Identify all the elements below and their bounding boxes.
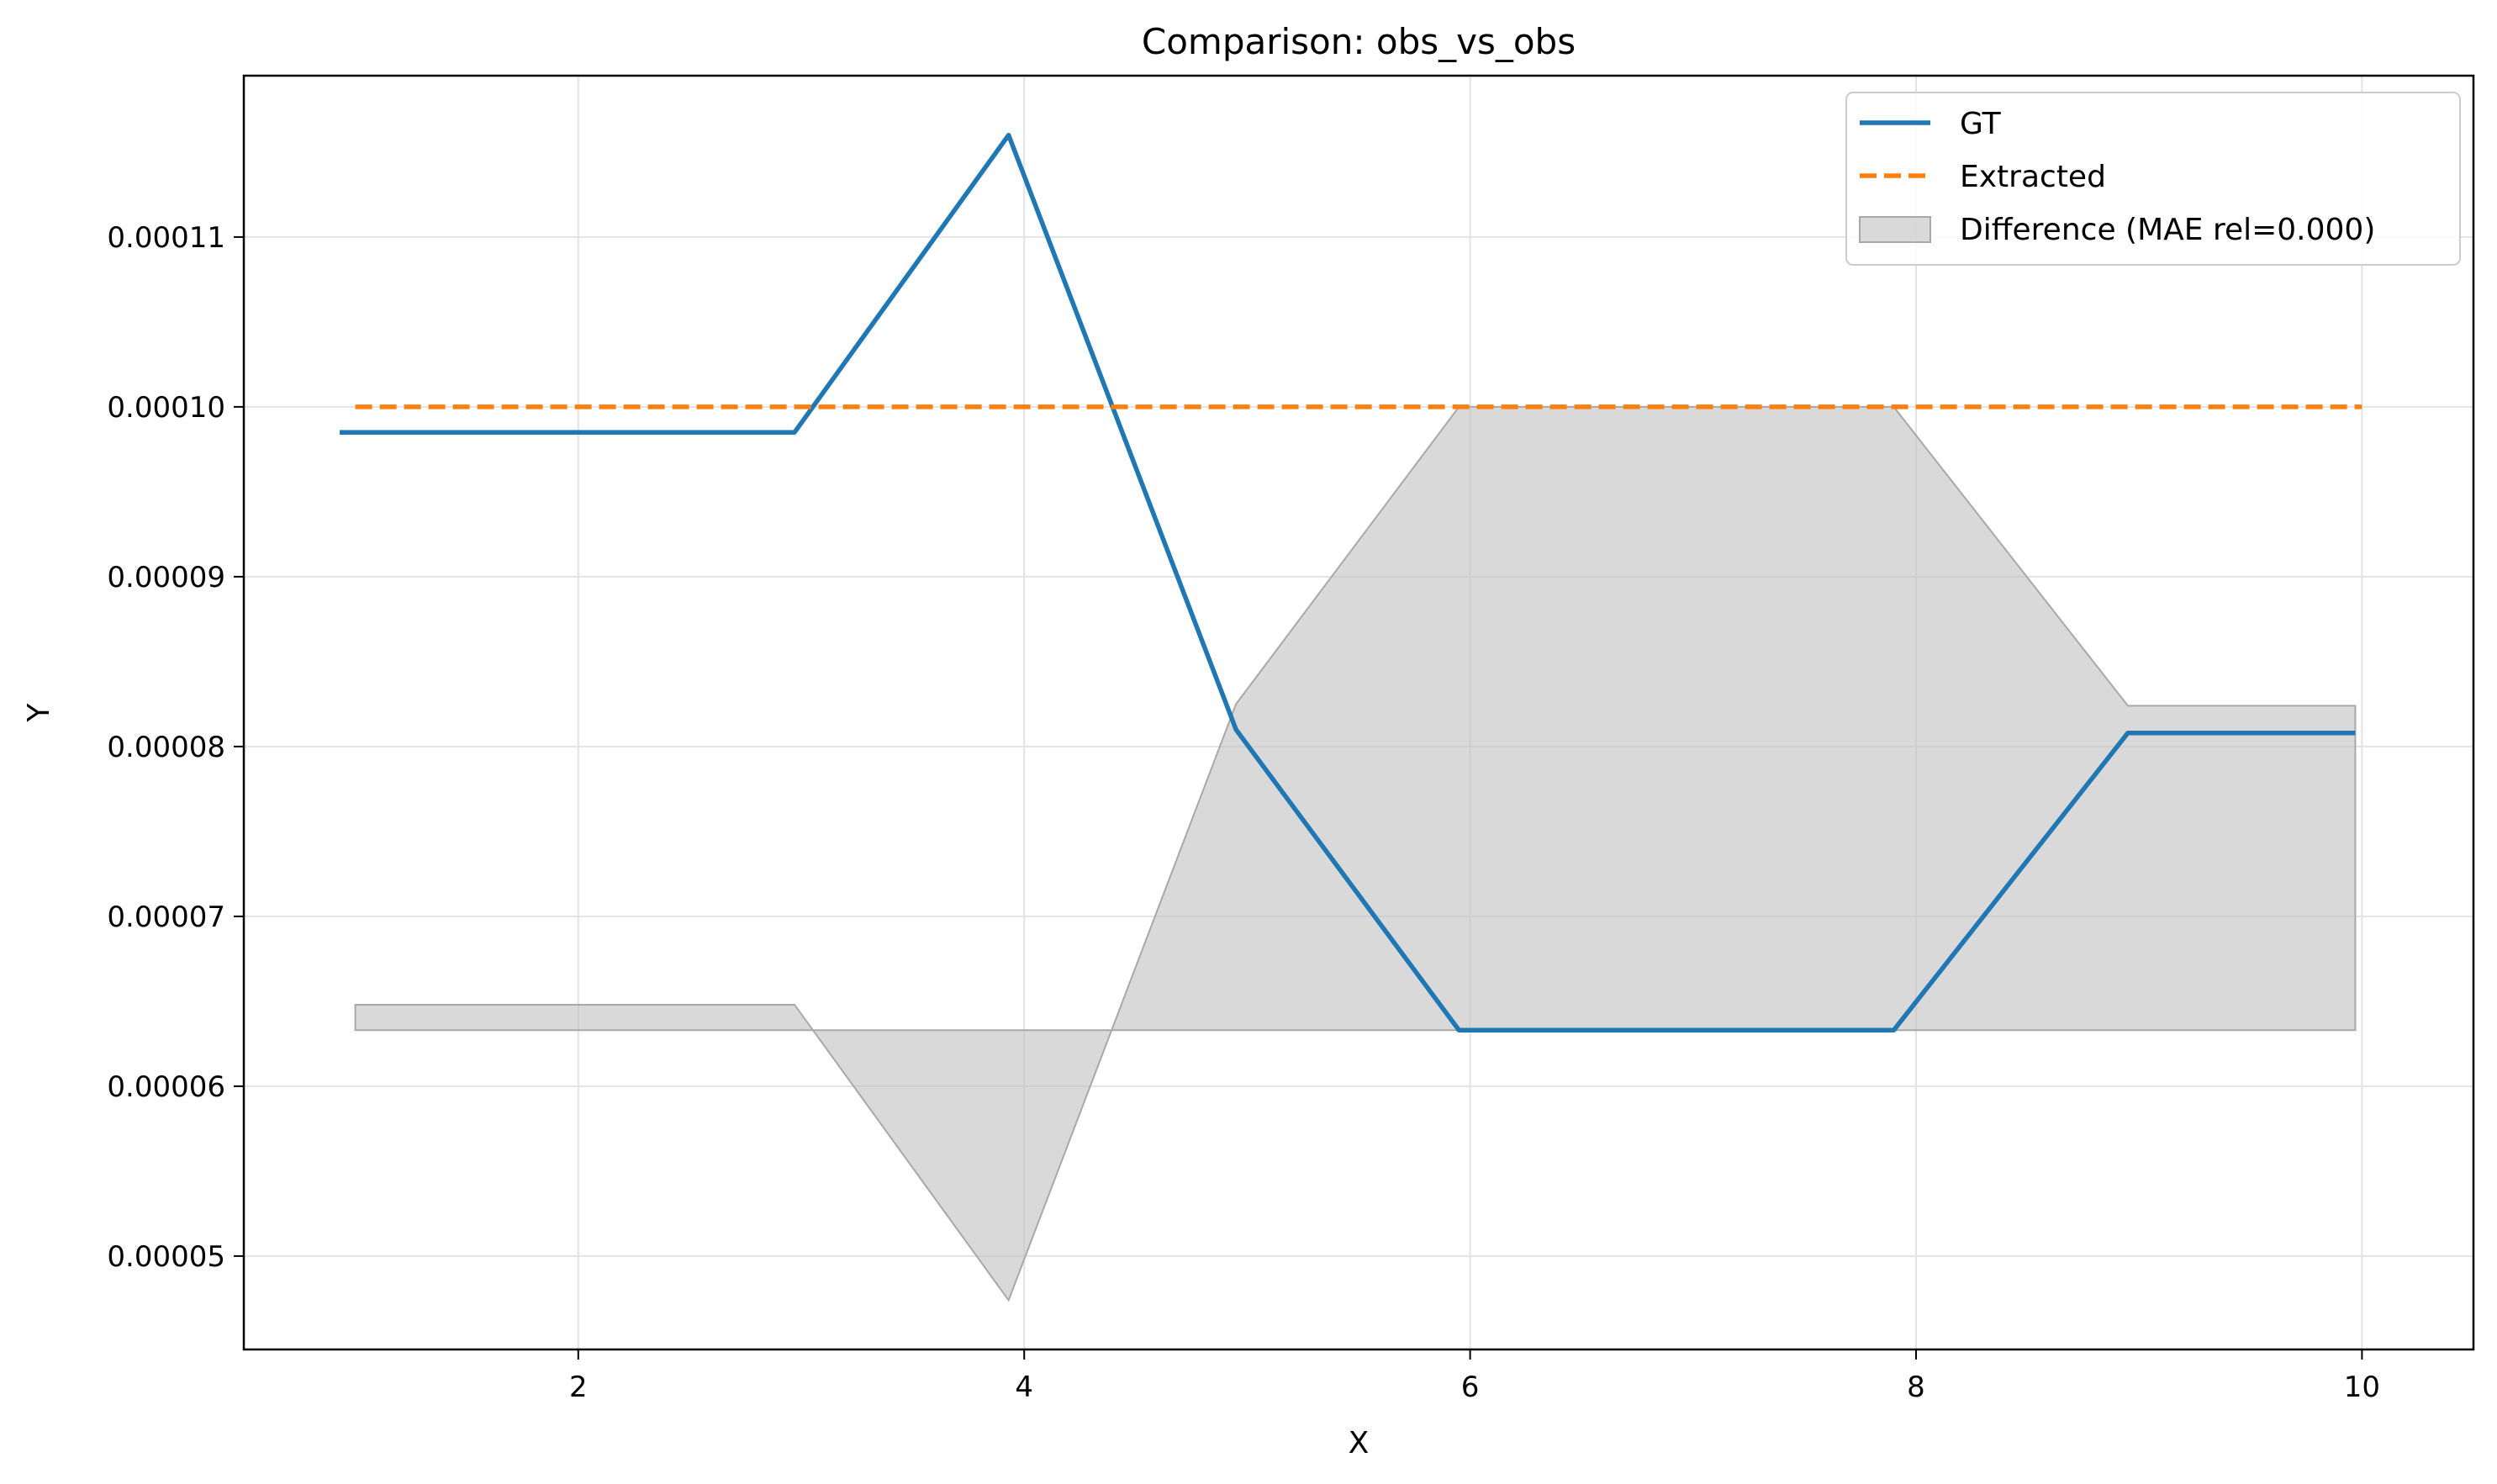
difference-band bbox=[354, 405, 2357, 1302]
x-tick-label: 4 bbox=[1015, 1370, 1033, 1404]
plot-frame bbox=[242, 74, 2475, 1351]
y-tick-label: 0.00011 bbox=[107, 221, 225, 255]
x-tick-label: 8 bbox=[1907, 1370, 1925, 1404]
x-tick-label: 6 bbox=[1461, 1370, 1480, 1404]
chart-title: Comparison: obs_vs_obs bbox=[1142, 21, 1576, 62]
legend-label: Difference (MAE rel=0.000) bbox=[1960, 213, 2375, 247]
y-tick-label: 0.00008 bbox=[107, 731, 225, 764]
y-tick-label: 0.00005 bbox=[107, 1240, 225, 1274]
x-axis-label: X bbox=[1349, 1426, 1370, 1460]
difference-band-group bbox=[354, 405, 2357, 1302]
series-lines bbox=[340, 132, 2362, 1032]
y-tick-label: 0.00007 bbox=[107, 900, 225, 934]
x-tick-label: 2 bbox=[569, 1370, 588, 1404]
axis-ticks: 2 4 6 8 10 0.00005 0.00006 0.00007 0.00008 0.0000… bbox=[107, 221, 2380, 1404]
legend: GT Extracted Difference (MAE rel=0.000) bbox=[1845, 92, 2461, 266]
y-tick-label: 0.00009 bbox=[107, 561, 225, 594]
legend-label: GT bbox=[1960, 107, 2002, 141]
x-tick-label: 10 bbox=[2344, 1370, 2380, 1404]
y-axis-label: Y bbox=[22, 703, 56, 723]
series-line-gt bbox=[340, 132, 2356, 1032]
y-tick-label: 0.00010 bbox=[107, 391, 225, 425]
y-tick-label: 0.00006 bbox=[107, 1070, 225, 1104]
legend-label: Extracted bbox=[1960, 160, 2106, 194]
legend-swatch bbox=[1859, 216, 1931, 243]
legend-box bbox=[1845, 92, 2461, 266]
